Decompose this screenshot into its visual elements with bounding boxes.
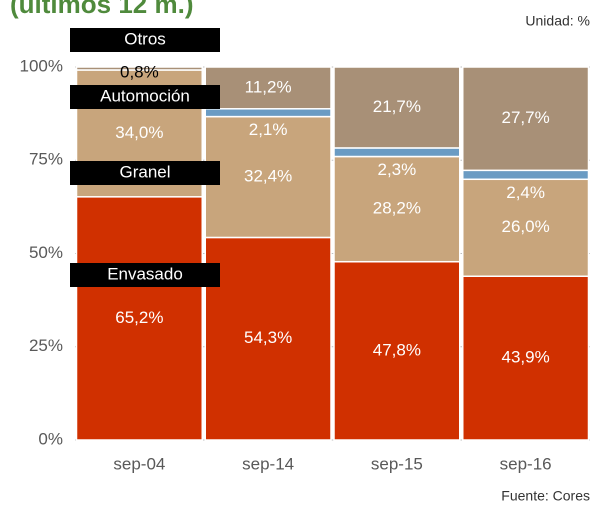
source-note: Fuente: Cores bbox=[501, 488, 590, 504]
bar-segment bbox=[333, 66, 461, 149]
data-label: 47,8% bbox=[373, 340, 421, 359]
data-label: 26,0% bbox=[502, 217, 550, 236]
data-label: 34,0% bbox=[115, 123, 163, 142]
bar-segment bbox=[333, 147, 461, 158]
data-label: 2,3% bbox=[378, 160, 417, 179]
bar-segment bbox=[204, 108, 332, 118]
data-label: 54,3% bbox=[244, 328, 292, 347]
data-label: 28,2% bbox=[373, 199, 421, 218]
bar-segment bbox=[462, 178, 590, 278]
legend-label: Envasado bbox=[107, 264, 183, 283]
bar-segment bbox=[462, 275, 590, 441]
legend-label: Granel bbox=[119, 162, 170, 181]
legend-box bbox=[70, 263, 220, 287]
y-tick-label: 100% bbox=[20, 56, 63, 75]
data-label: 27,7% bbox=[502, 108, 550, 127]
data-label: 0,8% bbox=[120, 62, 159, 81]
x-tick-label: sep-04 bbox=[113, 454, 165, 473]
legend-label: Otros bbox=[124, 29, 166, 48]
data-label: 21,7% bbox=[373, 97, 421, 116]
data-label: 43,9% bbox=[502, 348, 550, 367]
legend-label: Automoción bbox=[100, 86, 190, 105]
legend-box bbox=[70, 85, 220, 109]
x-tick-label: sep-15 bbox=[371, 454, 423, 473]
x-tick-label: sep-14 bbox=[242, 454, 294, 473]
bar-segment bbox=[333, 260, 461, 441]
bar-segment bbox=[204, 66, 332, 110]
y-tick-label: 0% bbox=[38, 429, 63, 448]
data-label: 32,4% bbox=[244, 167, 292, 186]
data-label: 2,4% bbox=[506, 183, 545, 202]
y-tick-label: 25% bbox=[29, 336, 63, 355]
bar-segment bbox=[75, 196, 203, 441]
x-tick-label: sep-16 bbox=[500, 454, 552, 473]
data-label: 2,1% bbox=[249, 120, 288, 139]
legend-box bbox=[70, 28, 220, 52]
bar-segment bbox=[462, 66, 590, 172]
y-tick-label: 50% bbox=[29, 243, 63, 262]
bar-segment bbox=[462, 169, 590, 181]
legend-box bbox=[70, 161, 220, 185]
bar-segment bbox=[204, 236, 332, 441]
data-label: 11,2% bbox=[245, 77, 292, 96]
chart-title: (últimos 12 m.) bbox=[10, 0, 193, 19]
y-tick-label: 75% bbox=[29, 150, 63, 169]
unit-note: Unidad: % bbox=[525, 13, 590, 29]
bar-segment bbox=[75, 66, 203, 71]
data-label: 65,2% bbox=[115, 308, 163, 327]
